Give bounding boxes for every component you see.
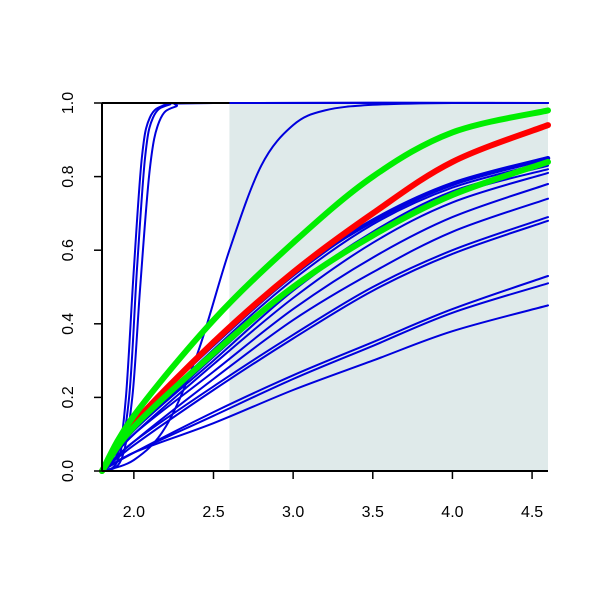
x-tick-label: 4.0	[441, 504, 463, 521]
x-axis: 2.0 2.5 3.0 3.5 4.0 4.5	[123, 471, 543, 521]
series-line-20	[99, 158, 551, 474]
y-tick-label: 0.4	[60, 313, 77, 335]
series-line-10	[101, 183, 549, 472]
series-line-4	[101, 101, 549, 472]
axes-layer	[101, 102, 548, 472]
y-tick-label: 0.6	[60, 239, 77, 261]
series-line-12	[101, 216, 549, 472]
y-tick-label: 0.8	[60, 165, 77, 187]
series-line-18	[99, 122, 551, 474]
x-tick-label: 2.5	[202, 504, 224, 521]
series-layer	[99, 101, 551, 474]
x-tick-label: 3.0	[282, 504, 304, 521]
x-tick-label: 4.5	[521, 504, 543, 521]
x-tick-label: 3.5	[362, 504, 384, 521]
y-tick-label: 0.0	[60, 460, 77, 482]
series-line-13	[101, 219, 549, 472]
y-tick-label: 1.0	[60, 92, 77, 114]
y-tick-label: 0.2	[60, 386, 77, 408]
series-line-19	[99, 107, 551, 474]
x-tick-label: 2.0	[123, 504, 145, 521]
y-axis: 0.0 0.2 0.4 0.6 0.8 1.0	[60, 92, 102, 482]
series-line-16	[101, 304, 549, 472]
